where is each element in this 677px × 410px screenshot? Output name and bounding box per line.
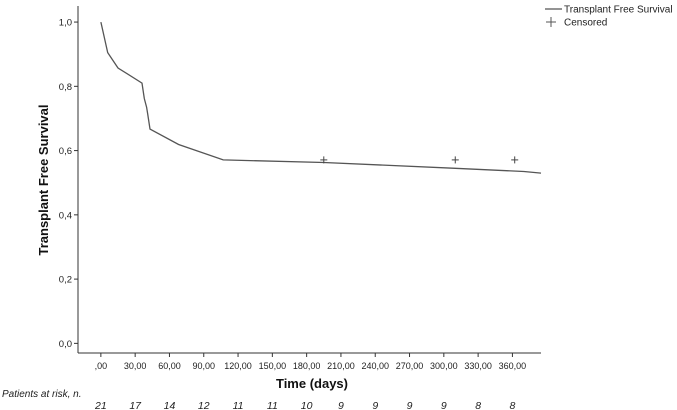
y-tick-label: 0,0 — [59, 339, 72, 350]
survival-curve — [100, 21, 542, 174]
risk-count: 8 — [475, 400, 481, 410]
legend-label-survival: Transplant Free Survival — [564, 5, 673, 16]
censored-markers — [320, 156, 519, 164]
y-tick-label: 0,6 — [59, 146, 72, 157]
risk-table-counts: 21 17 14 12 11 11 10 9 9 9 9 8 8 — [94, 400, 515, 410]
censored-marker — [511, 156, 519, 164]
y-axis-title: Transplant Free Survival — [36, 104, 51, 255]
y-tick-label: 1,0 — [59, 18, 72, 29]
x-tick-label: 270,00 — [396, 361, 424, 371]
x-axis-title: Time (days) — [276, 376, 348, 391]
y-axis-ticks: 0,0 0,2 0,4 0,6 0,8 1,0 — [59, 18, 78, 350]
x-tick-label: 330,00 — [464, 361, 492, 371]
x-tick-label: 60,00 — [158, 361, 181, 371]
risk-count: 21 — [94, 400, 107, 410]
x-tick-label: ,00 — [95, 361, 108, 371]
x-tick-label: 360,00 — [499, 361, 527, 371]
legend: Transplant Free Survival Censored — [545, 5, 673, 29]
risk-count: 9 — [372, 400, 378, 410]
x-tick-label: 90,00 — [192, 361, 215, 371]
risk-count: 9 — [338, 400, 344, 410]
x-tick-label: 120,00 — [224, 361, 252, 371]
y-tick-label: 0,4 — [59, 210, 72, 221]
risk-count: 9 — [441, 400, 447, 410]
series-layer — [100, 21, 542, 174]
y-tick-label: 0,2 — [59, 275, 72, 286]
risk-table-label: Patients at risk, n. — [2, 389, 81, 400]
x-tick-label: 300,00 — [430, 361, 458, 371]
x-tick-label: 210,00 — [327, 361, 355, 371]
x-tick-label: 240,00 — [361, 361, 389, 371]
risk-count: 17 — [129, 400, 142, 410]
legend-label-censored: Censored — [564, 18, 607, 29]
risk-count: 11 — [233, 400, 244, 410]
risk-count: 10 — [301, 400, 313, 410]
x-tick-label: 150,00 — [259, 361, 287, 371]
risk-count: 9 — [407, 400, 413, 410]
x-axis-ticks: ,00 30,00 60,00 90,00 120,00 150,00 180,00 210,… — [95, 353, 527, 371]
x-tick-label: 30,00 — [124, 361, 147, 371]
censored-marker — [320, 156, 328, 164]
y-tick-label: 0,8 — [59, 82, 72, 93]
risk-count: 12 — [198, 400, 210, 410]
x-tick-label: 180,00 — [293, 361, 321, 371]
risk-count: 11 — [267, 400, 278, 410]
censored-marker — [451, 156, 459, 164]
risk-count: 14 — [164, 400, 176, 410]
risk-count: 8 — [509, 400, 515, 410]
